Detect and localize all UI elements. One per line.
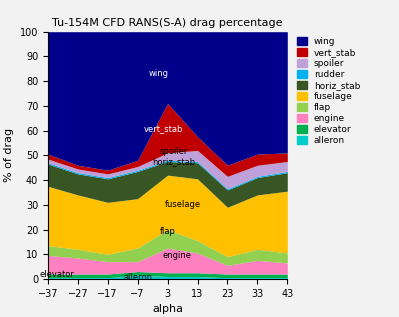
Text: flap: flap (160, 228, 176, 236)
Text: alleron: alleron (123, 273, 152, 282)
Text: wing: wing (148, 69, 169, 78)
X-axis label: alpha: alpha (152, 304, 183, 314)
Text: engine: engine (162, 251, 191, 260)
Legend: wing, vert_stab, spoiler, rudder, horiz_stab, fuselage, flap, engine, elevator, : wing, vert_stab, spoiler, rudder, horiz_… (296, 36, 361, 146)
Text: fuselage: fuselage (164, 200, 201, 209)
Title: Tu-154M CFD RANS(S-A) drag percentage: Tu-154M CFD RANS(S-A) drag percentage (52, 18, 283, 28)
Y-axis label: % of drag: % of drag (4, 128, 14, 182)
Text: spoiler: spoiler (159, 147, 188, 156)
Text: vert_stab: vert_stab (143, 124, 183, 133)
Text: horiz_stab: horiz_stab (152, 157, 195, 166)
Text: elevator: elevator (40, 269, 74, 279)
